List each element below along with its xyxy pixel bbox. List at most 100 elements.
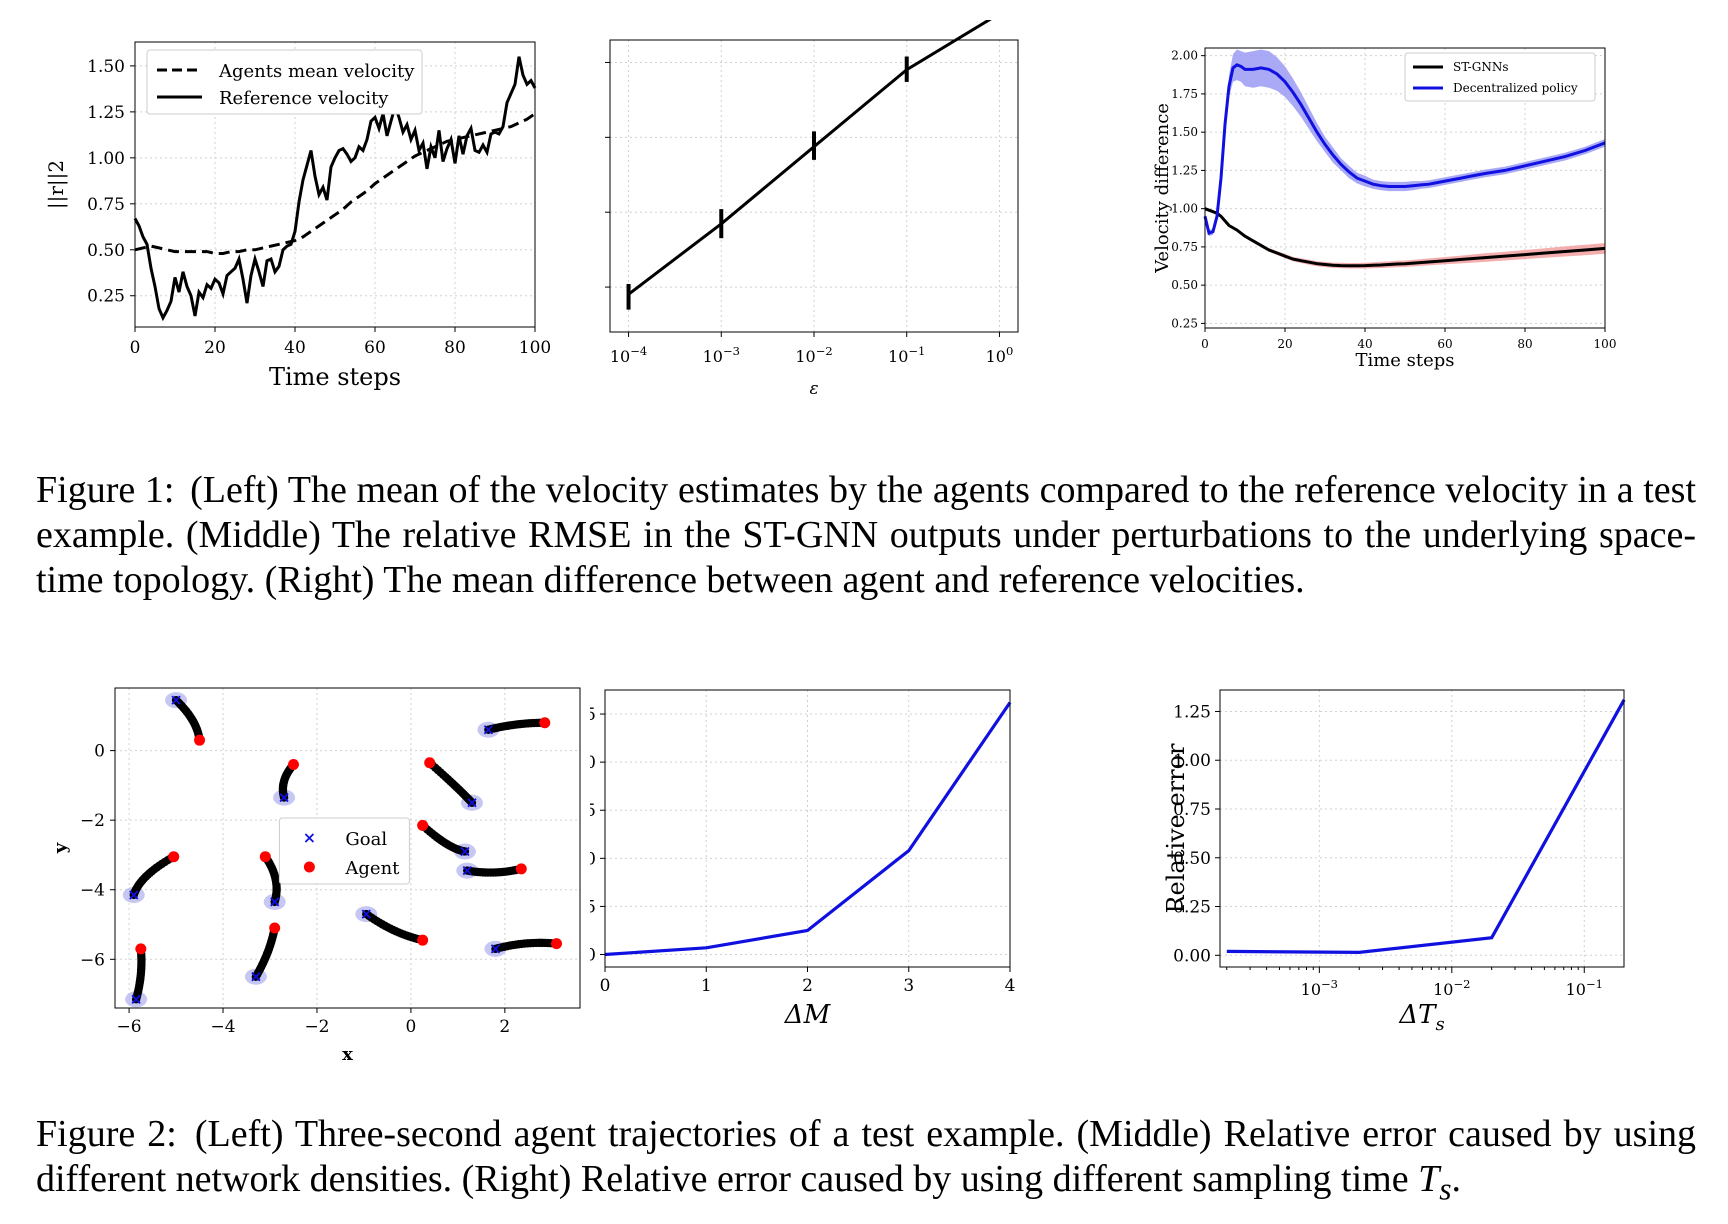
x-tick-label: 1 (701, 976, 712, 996)
agent-point (539, 717, 551, 729)
agent-point (515, 863, 527, 875)
plot-frame (1204, 47, 1606, 329)
goal-marker (131, 994, 141, 1004)
agent-point (551, 938, 563, 950)
goal-marker (361, 909, 371, 919)
plot-frame (1219, 689, 1625, 968)
x-tick-label: 20 (1277, 337, 1292, 351)
plot-frame (114, 687, 581, 1009)
agent-point (135, 943, 147, 955)
y-tick-label: 0.25 (1173, 898, 1211, 918)
goal-marker (129, 890, 139, 900)
agent-point (287, 759, 299, 771)
x-tick-label: 80 (444, 338, 466, 358)
sampling-time-symbol: T (1418, 1158, 1440, 1200)
series-line-agents-mean-velocity (134, 112, 536, 255)
sampling-error-line (1226, 699, 1626, 955)
series-line-decentralized-policy (1203, 63, 1606, 236)
x-tick-label: 10−4 (610, 344, 647, 366)
figure-2-caption: Figure 2: (Left) Three-second agent traj… (36, 1112, 1696, 1212)
x-tick-label: 10−3 (703, 344, 740, 366)
x-axis-label: Time steps (1355, 350, 1454, 371)
y-tick-label: 0.25 (87, 287, 125, 307)
x-tick-label: 2 (802, 976, 813, 996)
x-tick-label: 100 (1594, 337, 1617, 351)
x-tick-label: −6 (117, 1017, 142, 1037)
goal-marker (462, 865, 472, 876)
x-tick-label: 20 (204, 338, 226, 358)
figure-1-label: Figure 1: (36, 469, 175, 511)
y-tick-label: 1.75 (1171, 87, 1198, 101)
agent-point (269, 922, 281, 934)
x-tick-label: 2 (499, 1017, 510, 1037)
x-axis-label: ΔTs (1398, 1000, 1444, 1035)
y-tick-label: 1.00 (1173, 751, 1211, 771)
legend-box (146, 49, 423, 115)
y-tick-label: 1.25 (1171, 163, 1198, 177)
y-axis-label: Relative error (1162, 743, 1190, 914)
legend-entry-decentralized-policy: Decentralized policy (1453, 81, 1578, 95)
goal-marker (460, 846, 470, 857)
plot-frame (134, 41, 536, 328)
x-tick-label: 80 (1517, 337, 1532, 351)
y-tick-label: 1.50 (87, 57, 125, 77)
x-tick-label: 10−1 (1566, 977, 1603, 999)
x-tick-label: −2 (304, 1017, 329, 1037)
x-tick-label: 0 (1201, 337, 1209, 351)
x-tick-label: 10−1 (888, 344, 925, 366)
x-tick-label: −4 (210, 1017, 235, 1037)
chart-rmse: 10−410−310−210−110010−410−310−210−1εRela… (605, 20, 1019, 399)
x-tick-label: 60 (1437, 337, 1452, 351)
figure-1-caption: Figure 1: (Left) The mean of the velocit… (36, 468, 1696, 603)
legend-entry-reference-velocity: Reference velocity (219, 88, 389, 109)
figure-1: 0 20 40 60 80 100 0.25 0.50 0.75 1.00 1.25 1.50 Time… (0, 0, 1728, 440)
agent-point (194, 734, 206, 746)
goal-marker (251, 972, 261, 982)
legend-entry-agent: Agent (344, 858, 400, 879)
figure-2-caption-text: (Left) Three-second agent trajectories o… (36, 1113, 1696, 1200)
legend-box (1404, 52, 1596, 102)
y-tick-label: 0.50 (87, 241, 125, 261)
y-axis-label: y (50, 842, 71, 854)
x-tick-label: 4 (1005, 976, 1016, 996)
y-tick-label: 1.0 (590, 849, 596, 869)
legend-entry-goal: Goal (345, 829, 387, 850)
y-axis-label: Velocity difference (1152, 103, 1173, 274)
y-tick-label: 0.5 (590, 897, 596, 917)
x-tick-label: 10−3 (1301, 977, 1338, 999)
band-st-gnns (1205, 207, 1605, 269)
y-tick-label: −2 (80, 811, 105, 831)
y-tick-label: 0.75 (1171, 240, 1198, 254)
sampling-time-subscript: s (1439, 1171, 1452, 1207)
legend-entry-agents-mean-velocity: Agents mean velocity (218, 61, 415, 82)
series-line-reference-velocity (133, 56, 537, 322)
agent-point (259, 851, 271, 863)
series-line-st-gnns (1204, 207, 1606, 268)
legend-goal-swatch (304, 833, 315, 843)
x-tick-label: 3 (903, 976, 914, 996)
agent-point (417, 934, 429, 946)
y-tick-label: 0 (94, 742, 105, 762)
figure-2-label: Figure 2: (36, 1113, 177, 1155)
y-tick-label: 0.0 (590, 945, 596, 965)
y-tick-label: 0.25 (1171, 316, 1198, 330)
agent-point (168, 851, 180, 863)
x-axis-label: ε (809, 379, 818, 399)
agent-point (417, 819, 429, 831)
y-tick-label: 1.00 (1171, 202, 1198, 216)
y-tick-label: 1.25 (1173, 702, 1211, 722)
y-tick-label: 2.0 (590, 753, 596, 773)
y-tick-label: −6 (80, 950, 105, 970)
x-tick-label: 10−2 (795, 344, 832, 366)
chart-sampling-error: 10−3 10−2 10−1 0.00 0.25 0.50 0.75 1.00 1.25 ΔTs R… (1162, 689, 1626, 1035)
y-tick-label: 2.00 (1171, 49, 1198, 63)
x-tick-label: 0 (130, 338, 141, 358)
y-tick-label: 2.5 (590, 705, 596, 725)
x-tick-label: 40 (284, 338, 306, 358)
goal-marker (467, 798, 477, 808)
y-tick-label: 1.25 (87, 103, 125, 123)
legend-entry-st-gnns: ST-GNNs (1453, 60, 1508, 74)
x-axis-label: ΔM (784, 1000, 832, 1030)
chart-trajectories: −6 −4 −2 0 2 0 −2 −4 −6 x y Goal Agent (50, 687, 581, 1065)
